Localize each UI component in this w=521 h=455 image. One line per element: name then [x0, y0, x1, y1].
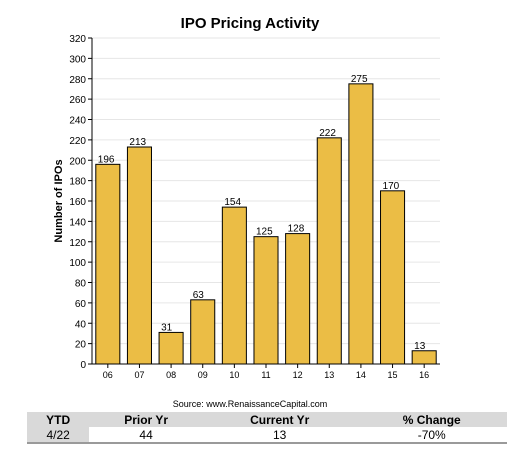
- x-tick-label-06: 06: [103, 370, 113, 380]
- x-tick-label-11: 11: [261, 370, 270, 380]
- y-tick-label: 320: [69, 34, 86, 45]
- y-tick-label: 20: [75, 340, 87, 351]
- bar-09: [190, 299, 216, 365]
- bar-07: [126, 146, 152, 365]
- y-tick-label: 100: [69, 258, 86, 269]
- ipo-bar-chart: IPO Pricing Activity Number of IPOs 196 2…: [53, 15, 440, 409]
- data-label-10: 154: [224, 197, 241, 208]
- y-tick-label: 40: [75, 319, 87, 330]
- y-tick-label: 240: [69, 116, 86, 127]
- bar-13: [316, 137, 342, 365]
- data-label-16: 13: [414, 341, 426, 352]
- data-label-11: 125: [256, 227, 273, 238]
- x-tick-label-08: 08: [166, 370, 176, 380]
- x-tick-label-07: 07: [134, 370, 144, 380]
- data-label-14: 275: [351, 74, 368, 85]
- y-tick-label: 0: [80, 360, 86, 371]
- y-tick-label: 160: [69, 197, 86, 208]
- y-tick-label: 180: [69, 177, 86, 188]
- y-tick-label: 140: [69, 217, 86, 228]
- prior-yr-header: Prior Yr: [89, 412, 203, 427]
- y-tick-label: 200: [69, 156, 86, 167]
- x-tick-label-10: 10: [229, 370, 239, 380]
- data-label-06: 196: [98, 154, 115, 165]
- y-tick-label: 80: [75, 279, 87, 290]
- y-tick-label: 280: [69, 75, 86, 86]
- data-labels: 196 213 31 63 154 125 128 222 275 170 13: [98, 74, 426, 352]
- ytd-header-row: YTD Prior Yr Current Yr % Change: [27, 412, 507, 427]
- data-label-12: 128: [288, 224, 305, 235]
- ytd-data-row: 4/22 44 13 -70%: [27, 427, 507, 444]
- data-label-15: 170: [383, 181, 400, 192]
- bars: [95, 83, 437, 365]
- bar-06: [95, 163, 121, 365]
- x-tick-label-15: 15: [388, 370, 398, 380]
- data-label-08: 31: [161, 322, 173, 333]
- y-tick-label: 120: [69, 238, 86, 249]
- x-tick-label-14: 14: [356, 370, 366, 380]
- bar-16: [411, 350, 437, 365]
- current-yr-value: 13: [202, 427, 357, 444]
- prior-yr-value: 44: [89, 427, 203, 444]
- bar-11: [253, 236, 279, 365]
- source-note: Source: www.RenaissanceCapital.com: [173, 399, 328, 409]
- y-tick-label: 300: [69, 54, 86, 65]
- data-label-13: 222: [319, 128, 336, 139]
- bar-10: [221, 206, 247, 365]
- chart-title: IPO Pricing Activity: [181, 15, 320, 32]
- x-tick-label-13: 13: [324, 370, 334, 380]
- ytd-date-cell: 4/22: [27, 427, 90, 444]
- bar-15: [380, 190, 406, 365]
- ytd-header: YTD: [27, 412, 90, 427]
- y-axis-label: Number of IPOs: [53, 159, 65, 242]
- x-tick-label-12: 12: [293, 370, 303, 380]
- x-tick-label-09: 09: [198, 370, 208, 380]
- bar-12: [285, 233, 311, 365]
- data-label-09: 63: [193, 290, 205, 301]
- data-label-07: 213: [129, 137, 146, 148]
- pct-change-header: % Change: [356, 412, 507, 427]
- tick-labels: 0 20 40 60 80 100 120 140 160 180 200 220 240 260 280 3…: [69, 34, 429, 380]
- bar-08: [158, 331, 184, 365]
- y-tick-label: 260: [69, 95, 86, 106]
- bar-14: [348, 83, 374, 365]
- ytd-summary-table: YTD Prior Yr Current Yr % Change 4/22 44…: [27, 412, 507, 444]
- y-tick-label: 220: [69, 136, 86, 147]
- x-tick-label-16: 16: [419, 370, 429, 380]
- y-tick-label: 60: [75, 299, 87, 310]
- pct-change-value: -70%: [356, 427, 507, 444]
- current-yr-header: Current Yr: [202, 412, 357, 427]
